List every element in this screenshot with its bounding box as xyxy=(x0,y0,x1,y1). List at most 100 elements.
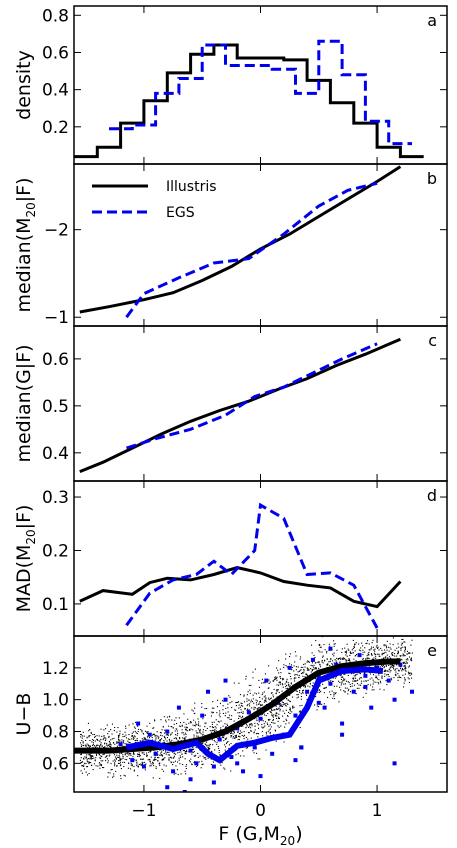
illustris-point xyxy=(255,693,257,695)
illustris-point xyxy=(176,730,178,732)
illustris-point xyxy=(125,734,127,736)
illustris-point xyxy=(337,658,339,660)
illustris-point xyxy=(258,679,260,681)
illustris-point xyxy=(179,726,181,728)
illustris-point xyxy=(333,692,335,694)
illustris-point xyxy=(251,707,253,709)
illustris-point xyxy=(122,733,124,735)
illustris-point xyxy=(165,721,167,723)
illustris-point xyxy=(103,735,105,737)
illustris-point xyxy=(108,730,110,732)
illustris-point xyxy=(119,765,121,767)
illustris-point xyxy=(241,703,243,705)
illustris-point xyxy=(248,709,250,711)
illustris-point xyxy=(350,652,352,654)
illustris-point xyxy=(164,757,166,759)
illustris-point xyxy=(177,752,179,754)
y-tick-label: 0.2 xyxy=(42,541,69,561)
illustris-point xyxy=(272,694,274,696)
illustris-point xyxy=(302,666,304,668)
illustris-point xyxy=(372,639,374,641)
illustris-point xyxy=(360,650,362,652)
illustris-point xyxy=(228,744,230,746)
illustris-point xyxy=(379,680,381,682)
illustris-point xyxy=(132,756,134,758)
illustris-point xyxy=(175,734,177,736)
illustris-point xyxy=(144,737,146,739)
illustris-point xyxy=(201,703,203,705)
illustris-point xyxy=(291,669,293,671)
illustris-point xyxy=(227,740,229,742)
illustris-point xyxy=(132,738,134,740)
egs-point xyxy=(206,689,211,694)
illustris-point xyxy=(334,659,336,661)
illustris-point xyxy=(240,725,242,727)
illustris-point xyxy=(204,708,206,710)
illustris-point xyxy=(155,736,157,738)
illustris-point xyxy=(89,762,91,764)
illustris-point xyxy=(242,711,244,713)
illustris-point xyxy=(250,730,252,732)
illustris-point xyxy=(101,756,103,758)
illustris-point xyxy=(170,726,172,728)
illustris-point xyxy=(170,734,172,736)
illustris-point xyxy=(213,727,215,729)
illustris-point xyxy=(222,712,224,714)
illustris-point xyxy=(278,707,280,709)
illustris-point xyxy=(240,755,242,757)
illustris-point xyxy=(143,758,145,760)
illustris-point xyxy=(98,735,100,737)
illustris-point xyxy=(135,732,137,734)
illustris-point xyxy=(265,749,267,751)
illustris-point xyxy=(182,750,184,752)
illustris-point xyxy=(351,673,353,675)
illustris-point xyxy=(228,695,230,697)
illustris-point xyxy=(354,650,356,652)
illustris-point xyxy=(173,755,175,757)
illustris-point xyxy=(134,736,136,738)
illustris-point xyxy=(144,769,146,771)
illustris-point xyxy=(168,758,170,760)
illustris-point xyxy=(202,718,204,720)
illustris-point xyxy=(161,751,163,753)
illustris-point xyxy=(155,738,157,740)
illustris-point xyxy=(277,717,279,719)
illustris-point xyxy=(294,680,296,682)
illustris-point xyxy=(377,681,379,683)
illustris-point xyxy=(394,649,396,651)
illustris-point xyxy=(285,658,287,660)
illustris-point xyxy=(157,735,159,737)
egs-point xyxy=(241,769,246,774)
illustris-point xyxy=(203,757,205,759)
illustris-point xyxy=(159,739,161,741)
illustris-point xyxy=(159,754,161,756)
illustris-point xyxy=(318,643,320,645)
illustris-point xyxy=(274,729,276,731)
illustris-point xyxy=(242,705,244,707)
illustris-point xyxy=(377,653,379,655)
illustris-point xyxy=(138,752,140,754)
illustris-point xyxy=(228,756,230,758)
illustris-point xyxy=(132,736,134,738)
illustris-point xyxy=(82,741,84,743)
illustris-point xyxy=(309,686,311,688)
illustris-point xyxy=(310,671,312,673)
illustris-point xyxy=(106,743,108,745)
illustris-point xyxy=(213,707,215,709)
y-tick-label: 0.4 xyxy=(42,444,69,464)
illustris-point xyxy=(374,654,376,656)
illustris-point xyxy=(371,654,373,656)
illustris-point xyxy=(282,710,284,712)
illustris-point xyxy=(173,723,175,725)
illustris-point xyxy=(81,735,83,737)
illustris-point xyxy=(86,754,88,756)
illustris-point xyxy=(160,754,162,756)
illustris-point xyxy=(184,752,186,754)
illustris-point xyxy=(83,765,85,767)
illustris-point xyxy=(392,666,394,668)
y-tick-label: 0.1 xyxy=(42,595,69,615)
illustris-point xyxy=(332,660,334,662)
illustris-point xyxy=(252,698,254,700)
illustris-point xyxy=(231,735,233,737)
illustris-point xyxy=(272,722,274,724)
